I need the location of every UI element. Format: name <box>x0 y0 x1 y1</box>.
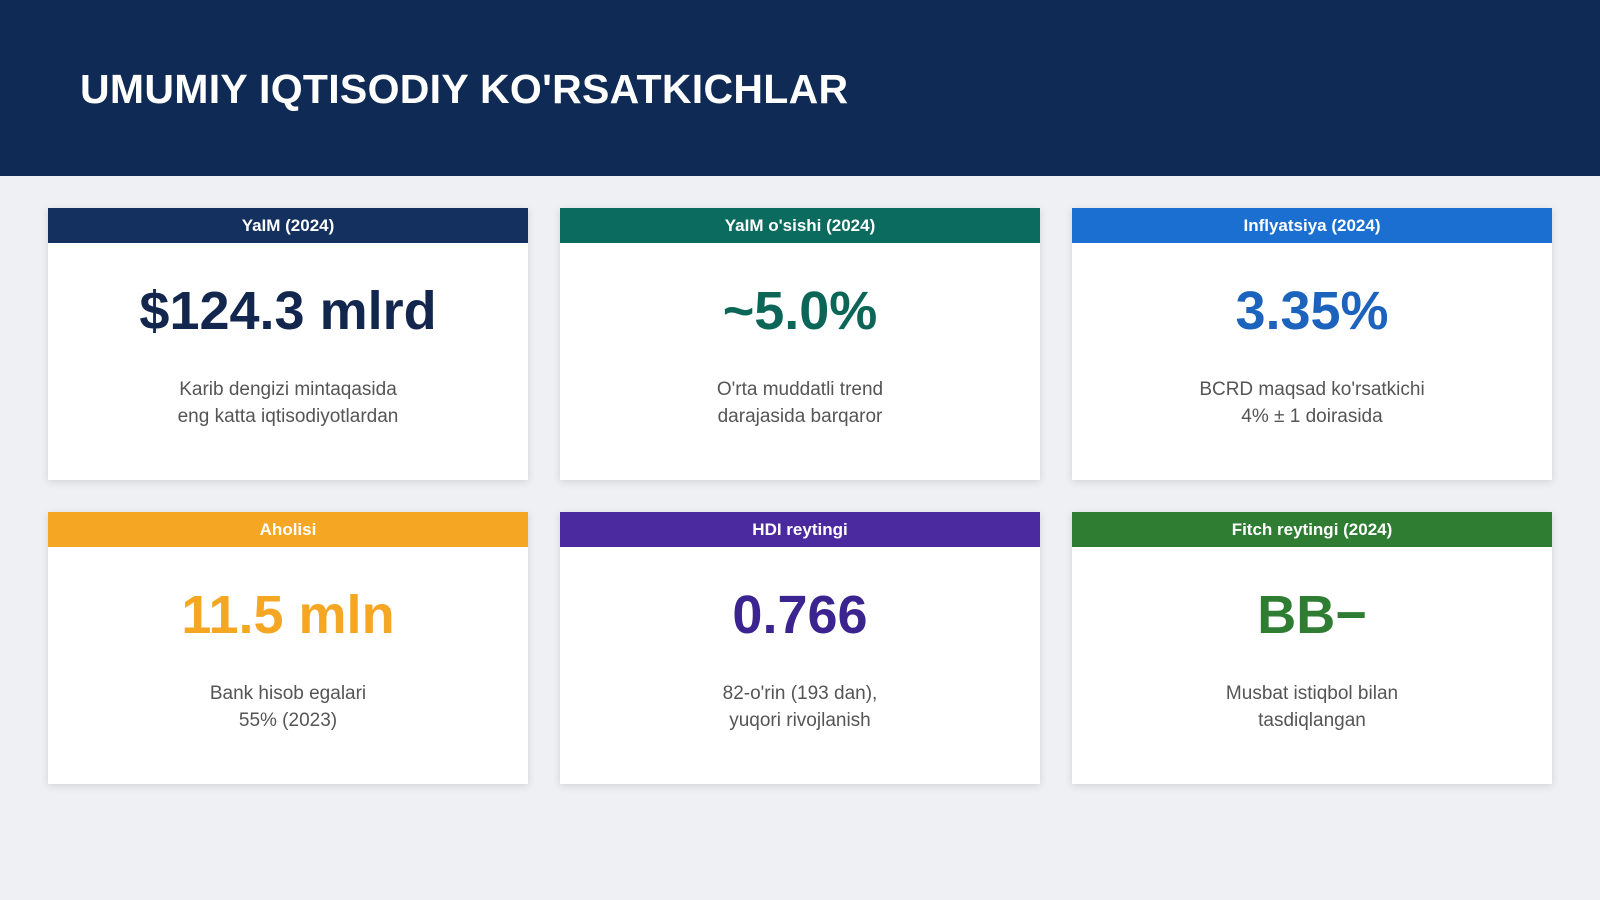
card-description: tasdiqlangan <box>1258 710 1366 731</box>
card-description: Musbat istiqbol bilan <box>1225 683 1399 704</box>
card-description: Karib dengizi mintaqasida <box>179 379 397 400</box>
card-label: Fitch reytingi (2024) <box>1072 512 1552 547</box>
kpi-card: YaIM o'sishi (2024) ~5.0% O'rta muddatli t… <box>560 208 1040 480</box>
card-label: Aholisi <box>48 512 528 547</box>
kpi-card: HDI reytingi 0.766 82-o'rin (193 dan), yuqo… <box>560 512 1040 784</box>
card-label: YaIM o'sishi (2024) <box>560 208 1040 243</box>
card-value: 3.35% <box>1235 281 1389 341</box>
card-description: yuqori rivojlanish <box>729 710 871 731</box>
kpi-card: YaIM (2024) $124.3 mlrd Karib dengizi mint… <box>48 208 528 480</box>
card-value: ~5.0% <box>722 281 878 341</box>
card-description: Bank hisob egalari <box>209 683 367 704</box>
card-description: 82-o'rin (193 dan), <box>722 683 878 704</box>
card-label: HDI reytingi <box>560 512 1040 547</box>
title: UMUMIY IQTISODIY KO'RSATKICHLAR <box>80 66 849 112</box>
header: UMUMIY IQTISODIY KO'RSATKICHLAR <box>0 0 1600 176</box>
card-description: O'rta muddatli trend <box>716 379 884 400</box>
card-value: $124.3 mlrd <box>139 281 437 341</box>
card-value: 11.5 mln <box>181 585 395 645</box>
card-description: 4% ± 1 doirasida <box>1241 406 1383 427</box>
card-value: BB− <box>1257 585 1367 645</box>
kpi-card: Fitch reytingi (2024) BB− Musbat istiqbol … <box>1072 512 1552 784</box>
card-description: BCRD maqsad ko'rsatkichi <box>1199 379 1425 400</box>
kpi-card: Aholisi 11.5 mln Bank hisob egalari 55% (20… <box>48 512 528 784</box>
card-description: 55% (2023) <box>238 710 338 731</box>
card-value: 0.766 <box>732 585 868 645</box>
card-description: eng katta iqtisodiyotlardan <box>177 406 399 427</box>
card-label: Inflyatsiya (2024) <box>1072 208 1552 243</box>
card-label: YaIM (2024) <box>48 208 528 243</box>
kpi-card: Inflyatsiya (2024) 3.35% BCRD maqsad ko'rs… <box>1072 208 1552 480</box>
card-description: darajasida barqaror <box>717 406 883 427</box>
